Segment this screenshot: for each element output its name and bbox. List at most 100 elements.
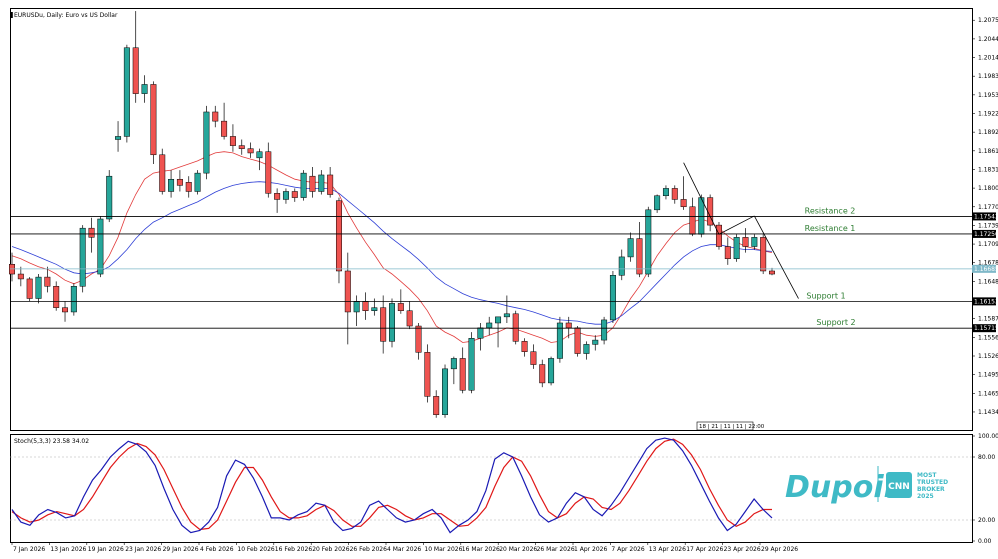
x-tick-label: 29 Jan 2026	[163, 546, 199, 553]
candle-body-bullish	[645, 209, 652, 275]
y-tick-label: 1.20750	[978, 17, 998, 24]
candle-body-bullish	[79, 227, 86, 287]
y-tick-label: 1.17090	[978, 241, 998, 248]
candle-body-bearish	[274, 193, 281, 200]
candle	[760, 234, 767, 275]
candle-body-bearish	[344, 270, 351, 313]
candle	[17, 266, 24, 287]
candle-body-bullish	[733, 237, 740, 260]
candle-body-bullish	[389, 303, 395, 342]
y-tick-label: 1.14345	[978, 409, 998, 416]
candle-body-bullish	[35, 276, 42, 299]
moving-average-fast-line	[11, 151, 773, 343]
level-price-tag	[972, 229, 996, 238]
candle	[344, 252, 351, 345]
candle-body-bearish	[397, 303, 404, 311]
candle-body-bearish	[574, 327, 581, 354]
candle-body-bullish	[751, 237, 758, 247]
y-tick-label: 1.15565	[978, 334, 998, 341]
candle	[512, 310, 519, 345]
stoch-tick-label: 0.00	[978, 538, 992, 545]
candle-body-bullish	[371, 307, 378, 311]
candle	[601, 316, 608, 345]
candle-body-bearish	[212, 111, 219, 122]
level-price-label: 1.15715	[974, 325, 998, 332]
candle-body-bearish	[176, 178, 183, 186]
level-label: Resistance 2	[805, 206, 856, 215]
x-tick-label: 13 Apr 2026	[649, 546, 686, 553]
candle-body-bullish	[609, 275, 616, 321]
candle	[415, 322, 422, 360]
candle-body-bearish	[26, 278, 33, 299]
candle	[247, 142, 254, 158]
candle	[715, 222, 722, 250]
candle	[495, 316, 502, 348]
candle	[645, 206, 652, 278]
candle	[282, 188, 289, 204]
candle-body-bearish	[159, 154, 166, 192]
candle-body-bullish	[618, 256, 625, 276]
y-tick-label: 1.15870	[978, 316, 998, 323]
candle-body-bearish	[132, 47, 139, 94]
candle	[26, 277, 33, 302]
candle	[751, 234, 758, 250]
candle-body-bullish	[468, 338, 475, 391]
y-tick-label: 1.19835	[978, 73, 998, 80]
x-tick-label: 4 Mar 2026	[387, 546, 421, 553]
candle-body-bullish	[556, 322, 563, 359]
candle-body-bearish	[327, 174, 334, 195]
candle	[203, 105, 210, 180]
candle-body-bearish	[17, 273, 24, 280]
candle	[238, 139, 245, 155]
candle-body-bullish	[115, 136, 122, 140]
award-text-line: BROKER	[917, 486, 945, 493]
candle-body-bearish	[265, 151, 272, 194]
candle-body-bullish	[141, 84, 148, 94]
level-label: Resistance 1	[805, 224, 856, 233]
y-tick-label: 1.20140	[978, 55, 998, 62]
candle	[662, 185, 669, 200]
candle-body-bullish	[477, 327, 484, 339]
candle-body-bearish	[44, 276, 51, 287]
time-tooltip-text: 18 | 21 | 11 | 11 | 22:00	[699, 424, 765, 430]
x-tick-label: 26 Mar 2026	[537, 546, 575, 553]
stoch-main-line	[11, 437, 773, 534]
candle-body-bullish	[203, 111, 210, 174]
candle	[123, 44, 130, 143]
candle-body-bearish	[724, 246, 731, 260]
candle-body-bullish	[601, 319, 608, 341]
y-tick-label: 1.20445	[978, 36, 998, 43]
x-tick-label: 7 Jan 2026	[13, 546, 45, 553]
candle-body-bullish	[106, 175, 113, 220]
x-tick-label: 20 Mar 2026	[499, 546, 537, 553]
candle	[115, 121, 122, 152]
candle-body-bullish	[70, 286, 77, 313]
candle	[221, 102, 228, 140]
candle	[141, 75, 148, 103]
candle-body-bearish	[715, 224, 722, 247]
x-tick-label: 1 Apr 2026	[574, 546, 607, 553]
candle-body-bearish	[530, 351, 537, 365]
brand-logo: Dupoin	[785, 470, 905, 505]
x-tick-label: 29 Apr 2026	[761, 546, 798, 553]
candle-body-bearish	[680, 199, 687, 208]
y-tick-label: 1.14650	[978, 390, 998, 397]
candle-body-bearish	[247, 148, 254, 154]
candle	[654, 194, 661, 213]
candle-body-bearish	[671, 188, 678, 200]
candle	[742, 228, 749, 253]
candle-body-bearish	[406, 310, 413, 327]
candle-body-bullish	[503, 313, 510, 318]
candle	[44, 266, 51, 293]
candle-body-bullish	[318, 174, 325, 192]
candle-body-bearish	[221, 120, 228, 137]
candle-body-bearish	[291, 191, 298, 198]
candle-body-bearish	[769, 270, 775, 275]
chart-title: EURUSDu, Daily: Euro vs US Dollar	[14, 12, 118, 19]
x-tick-label: 16 Feb 2026	[275, 546, 313, 553]
candle	[433, 390, 440, 418]
candle-body-bearish	[512, 313, 519, 342]
candle-body-bearish	[362, 301, 369, 311]
